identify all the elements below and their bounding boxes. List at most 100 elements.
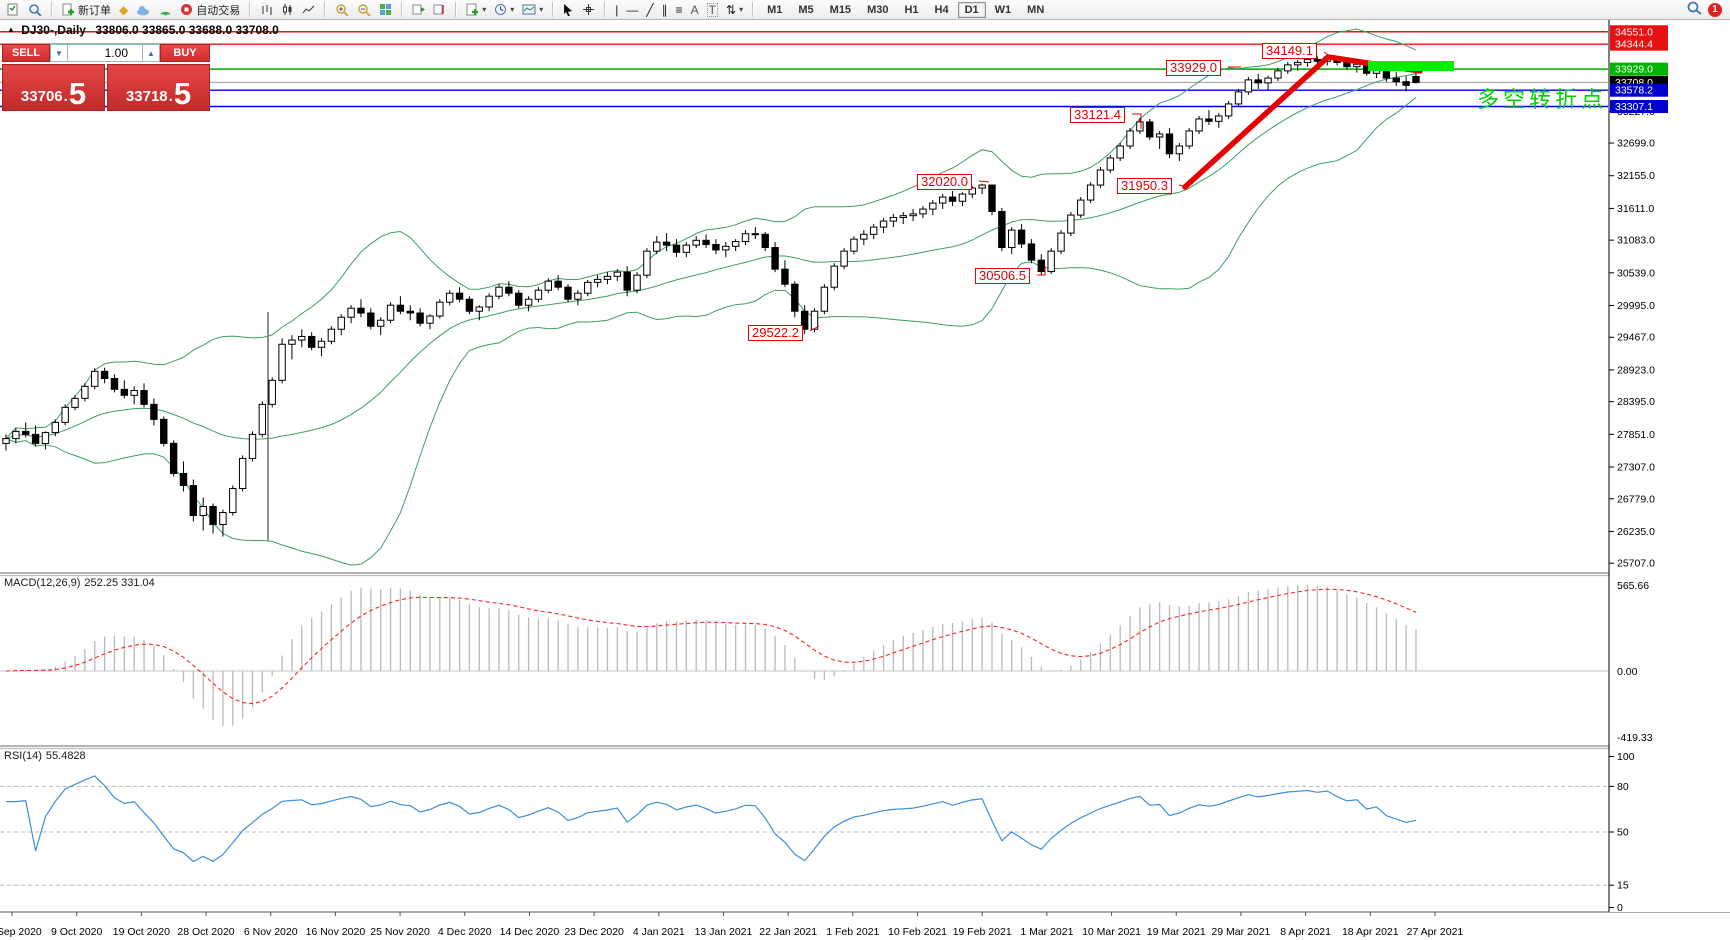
autotrade-button[interactable]: 自动交易 <box>176 1 244 19</box>
candle-bullish <box>2 438 10 444</box>
price-tag-text: 33307.1 <box>1615 101 1653 113</box>
buy-button[interactable]: BUY <box>160 44 210 62</box>
vertical-line-icon[interactable]: | <box>615 2 619 17</box>
candle-bullish <box>485 295 493 308</box>
search-icon[interactable] <box>1687 1 1702 18</box>
price-annotation[interactable]: 31950.3 <box>1117 178 1172 194</box>
macd-values: 252.25 331.04 <box>84 577 155 589</box>
lot-decrease-button[interactable]: ▼ <box>50 44 68 62</box>
timeframe-m1[interactable]: M1 <box>767 3 783 16</box>
cloud-icon[interactable] <box>132 3 155 17</box>
periods-clock-icon[interactable]: ▾ <box>490 2 518 17</box>
candle-bullish <box>1096 169 1105 186</box>
timeframe-mn[interactable]: MN <box>1027 3 1045 16</box>
candle-bearish <box>800 310 809 330</box>
timeframe-m5[interactable]: M5 <box>798 3 814 16</box>
price-annotation[interactable]: 34149.1 <box>1262 43 1317 59</box>
line-chart-icon[interactable] <box>298 2 319 17</box>
toolbar-separator <box>604 2 607 17</box>
horizontal-line-icon[interactable]: — <box>626 2 639 17</box>
trendline-icon[interactable]: ╱ <box>646 2 654 17</box>
candle-bearish <box>1392 77 1400 83</box>
candle-bullish <box>1067 214 1075 234</box>
price-annotation[interactable]: 30506.5 <box>975 268 1030 284</box>
candle-bullish <box>929 202 937 210</box>
price-annotation[interactable]: 32020.0 <box>917 174 972 190</box>
text-label-icon[interactable]: T <box>706 2 719 17</box>
new-order-button[interactable]: 新订单 <box>58 1 115 19</box>
candle-bullish <box>475 306 483 312</box>
timeframe-h1[interactable]: H1 <box>904 3 919 16</box>
indicators-icon[interactable]: ▾ <box>462 2 490 17</box>
candle-bullish <box>61 406 69 423</box>
signal-icon[interactable] <box>155 3 176 17</box>
tile-windows-icon[interactable] <box>375 2 396 17</box>
timeframe-w1[interactable]: W1 <box>994 3 1012 16</box>
candle-bullish <box>317 340 326 348</box>
timeframe-m30[interactable]: M30 <box>867 3 889 16</box>
candle-bearish <box>771 247 779 270</box>
notification-badge[interactable]: 1 <box>1708 2 1722 17</box>
candle-bullish <box>288 339 296 345</box>
candle-bullish <box>613 271 622 277</box>
candle-bullish <box>574 292 582 300</box>
crosshair-icon[interactable] <box>578 2 599 17</box>
price-annotation[interactable]: 33929.0 <box>1166 60 1221 76</box>
profiles-icon[interactable] <box>24 2 46 17</box>
candle-bullish <box>889 216 898 222</box>
price-annotation[interactable]: 33121.4 <box>1070 107 1125 123</box>
axis-label: 0 <box>1617 902 1623 914</box>
candle-bullish <box>584 281 592 294</box>
price-annotation[interactable]: 29522.2 <box>748 325 803 341</box>
time-axis-label: 10 Mar 2021 <box>1082 926 1141 938</box>
axis-label: 32699.0 <box>1617 138 1655 150</box>
turning-point-note[interactable]: 多空转折点 <box>1477 87 1608 112</box>
axis-label: 30539.0 <box>1617 267 1655 279</box>
candle-bullish <box>741 233 750 243</box>
candle-bullish <box>524 298 533 306</box>
zoom-out-icon[interactable] <box>353 2 375 17</box>
buy-price-display[interactable]: 33718. 5 <box>107 64 210 111</box>
timeframe-h4[interactable]: H4 <box>934 3 949 16</box>
bar-chart-icon[interactable] <box>256 2 277 17</box>
axis-label: 26779.0 <box>1617 493 1655 505</box>
new-chart-icon[interactable] <box>3 2 24 17</box>
time-axis-label: 4 Dec 2020 <box>438 926 492 938</box>
sell-price-display[interactable]: 33706. 5 <box>2 64 105 111</box>
time-axis-label: 18 Apr 2021 <box>1342 926 1399 938</box>
collapse-triangle-icon[interactable]: ▲ <box>7 25 15 34</box>
sell-button[interactable]: SELL <box>2 44 50 62</box>
axis-label: 25707.0 <box>1617 558 1655 570</box>
zoom-in-icon[interactable] <box>331 2 353 17</box>
candle-bullish <box>1077 199 1085 216</box>
lot-increase-button[interactable]: ▲ <box>142 44 160 62</box>
buy-price-main: 33718 <box>125 88 168 105</box>
candle-bullish <box>850 238 858 252</box>
candle-bearish <box>1165 133 1174 155</box>
time-axis-label: 14 Dec 2020 <box>500 926 560 938</box>
templates-icon[interactable]: ▾ <box>518 2 547 17</box>
text-icon[interactable]: A <box>690 2 699 17</box>
candle-bullish <box>1264 77 1272 84</box>
autotrade-label: 自动交易 <box>196 4 241 17</box>
timeframe-m15[interactable]: M15 <box>829 3 852 16</box>
channel-icon[interactable]: ∥ <box>661 2 668 17</box>
fibonacci-icon[interactable]: ≡ <box>675 2 683 17</box>
candle-bullish <box>1126 130 1134 147</box>
candle-bearish <box>1402 81 1410 86</box>
time-axis-label: 25 Nov 2020 <box>370 926 430 938</box>
candle-bullish <box>41 432 50 444</box>
candle-bullish <box>633 274 641 291</box>
lot-size-input[interactable]: 1.00 <box>68 44 142 62</box>
cursor-icon[interactable] <box>559 3 578 17</box>
candle-bearish <box>1037 259 1045 273</box>
chart-shift-icon[interactable] <box>429 2 450 17</box>
candle-bearish <box>416 312 424 324</box>
styles-icon[interactable]: ◆ <box>119 2 129 17</box>
timeframe-d1[interactable]: D1 <box>957 1 986 18</box>
price-tag <box>1610 62 1668 76</box>
candlestick-chart-icon[interactable] <box>277 2 298 17</box>
arrows-icon[interactable]: ⇅ ▾ <box>726 2 744 17</box>
auto-scroll-icon[interactable] <box>408 2 429 17</box>
